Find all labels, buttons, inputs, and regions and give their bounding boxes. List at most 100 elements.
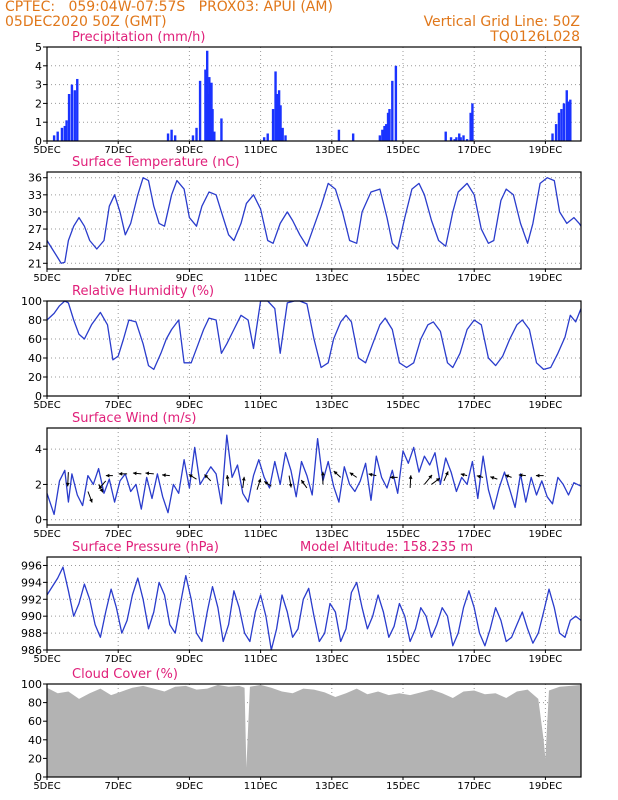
precip-bar bbox=[276, 94, 279, 141]
precip-ytick-label: 3 bbox=[35, 79, 42, 92]
precip-bar bbox=[73, 90, 76, 141]
press-annotation: Model Altitude: 158.235 m bbox=[300, 540, 473, 555]
rh-frame bbox=[46, 300, 582, 397]
precip-xtick-label: 15DEC bbox=[386, 145, 420, 156]
precip-bar bbox=[388, 109, 391, 141]
press-xtick-label: 13DEC bbox=[315, 654, 349, 665]
precip-bar bbox=[444, 131, 447, 141]
precip-bar bbox=[378, 135, 382, 141]
cloud-frame bbox=[46, 683, 582, 778]
precip-ytick-label: 0 bbox=[35, 135, 42, 148]
press-xtick-label: 9DEC bbox=[176, 654, 203, 665]
precip-bar bbox=[462, 135, 465, 141]
rh-xtick-label: 7DEC bbox=[105, 400, 132, 411]
precip-bar bbox=[195, 127, 198, 141]
precip-ytick-label: 4 bbox=[35, 60, 42, 73]
wind-vector-arrowhead bbox=[105, 473, 110, 478]
wind-vector-arrowhead bbox=[188, 474, 193, 478]
cloud-ytick-label: 0 bbox=[35, 771, 42, 784]
rh-ytick-label: 80 bbox=[28, 314, 42, 327]
wind-vector-arrowhead bbox=[505, 474, 510, 479]
precip-ytick-label: 1 bbox=[35, 116, 42, 129]
wind-vector-arrowhead bbox=[162, 473, 166, 478]
precip-bar bbox=[56, 131, 59, 141]
wind-vector-arrowhead bbox=[435, 478, 440, 482]
cloud-ytick-label: 80 bbox=[28, 697, 42, 710]
rh-ytick-label: 0 bbox=[35, 390, 42, 403]
cloud-xtick-label: 5DEC bbox=[33, 781, 60, 792]
temp-title: Surface Temperature (nC) bbox=[72, 155, 240, 170]
precip-bar bbox=[65, 120, 68, 141]
precip-xtick-label: 9DEC bbox=[176, 145, 203, 156]
temp-xtick-label: 7DEC bbox=[105, 273, 132, 284]
rh-xtick-label: 11DEC bbox=[244, 400, 278, 411]
cloud-ytick-label: 40 bbox=[28, 734, 42, 747]
rh-xtick-label: 5DEC bbox=[33, 400, 60, 411]
wind-vector-arrowhead bbox=[349, 472, 354, 477]
precip-bar bbox=[391, 80, 394, 141]
precip-bar bbox=[67, 94, 71, 141]
precip-bar bbox=[565, 90, 568, 141]
wind-vector-arrowhead bbox=[225, 475, 230, 479]
press-frame bbox=[46, 556, 582, 651]
precip-bar bbox=[211, 109, 214, 141]
precip-bar bbox=[279, 105, 282, 141]
precip-bar bbox=[453, 139, 456, 141]
rh-xtick-label: 15DEC bbox=[386, 400, 420, 411]
precip-bar bbox=[170, 129, 173, 141]
rh-ytick-label: 20 bbox=[28, 371, 42, 384]
wind-vector-arrowhead bbox=[132, 471, 137, 476]
precip-bar bbox=[383, 125, 386, 141]
precip-bar bbox=[284, 135, 287, 141]
temp-series-line bbox=[46, 177, 582, 264]
rh-title: Relative Humidity (%) bbox=[72, 284, 214, 299]
precip-bar bbox=[385, 124, 388, 141]
precip-bar bbox=[274, 71, 277, 141]
cloud-xtick-label: 7DEC bbox=[105, 781, 132, 792]
header-location: CPTEC: 059:04W-07:57S PROX03: APUI (AM) bbox=[5, 0, 333, 15]
cloud-xtick-label: 9DEC bbox=[176, 781, 203, 792]
precip-bar bbox=[459, 137, 462, 141]
precip-bar bbox=[60, 127, 64, 141]
wind-vector-arrowhead bbox=[264, 481, 269, 485]
rh-ytick-label: 60 bbox=[28, 333, 42, 346]
precip-bar bbox=[551, 133, 554, 141]
precip-bar bbox=[569, 99, 572, 141]
precip-bar bbox=[173, 135, 177, 141]
precip-bar bbox=[281, 127, 284, 141]
precip-xtick-label: 17DEC bbox=[457, 145, 491, 156]
temp-ytick-label: 24 bbox=[28, 240, 42, 253]
wind-vector-arrowhead bbox=[535, 473, 540, 478]
precip-bar bbox=[337, 129, 341, 141]
precip-xtick-label: 13DEC bbox=[315, 145, 349, 156]
cloud-xtick-label: 19DEC bbox=[529, 781, 563, 792]
press-xtick-label: 19DEC bbox=[529, 654, 563, 665]
cloud-area bbox=[47, 684, 581, 777]
cloud-ytick-label: 60 bbox=[28, 715, 42, 728]
precip-bar bbox=[351, 133, 355, 141]
precip-bar bbox=[277, 90, 281, 141]
precip-bar bbox=[70, 84, 74, 141]
wind-vector-arrowhead bbox=[241, 476, 246, 481]
temp-xtick-label: 11DEC bbox=[244, 273, 278, 284]
precip-bar bbox=[191, 135, 195, 141]
precip-bar bbox=[63, 125, 66, 141]
press-ytick-label: 990 bbox=[21, 610, 42, 623]
wind-title: Surface Wind (m/s) bbox=[72, 411, 196, 426]
wind-vector-arrowhead bbox=[145, 471, 150, 476]
header-init-time: 05DEC2020 50Z (GMT) bbox=[5, 14, 167, 30]
press-title: Surface Pressure (hPa) bbox=[72, 540, 219, 555]
wind-ytick-label: 4 bbox=[35, 443, 42, 456]
precip-bar bbox=[560, 109, 563, 141]
precip-bar bbox=[554, 124, 558, 141]
precip-bar bbox=[394, 65, 398, 141]
wind-vector-arrowhead bbox=[460, 473, 465, 477]
wind-vector-arrowhead bbox=[490, 476, 495, 480]
precip-bar bbox=[76, 78, 79, 141]
wind-vector-arrowhead bbox=[476, 474, 481, 479]
wind-vector-arrowhead bbox=[320, 471, 325, 476]
precip-xtick-label: 5DEC bbox=[33, 145, 60, 156]
wind-ytick-label: 2 bbox=[35, 478, 42, 491]
header-grid-line: Vertical Grid Line: 50Z bbox=[423, 14, 580, 30]
